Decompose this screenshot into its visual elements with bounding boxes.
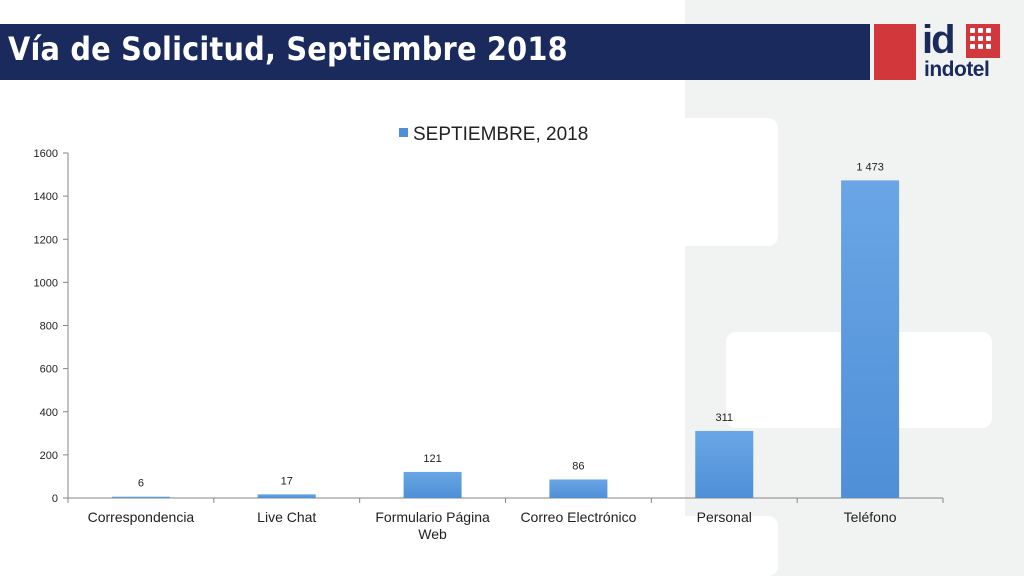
bar [549, 479, 608, 498]
y-tick-label: 1400 [34, 191, 58, 203]
data-label: 6 [138, 478, 144, 490]
y-tick-label: 400 [40, 407, 58, 419]
background-card [620, 118, 778, 246]
x-tick-label: Correo Electrónico [520, 509, 636, 525]
logo-mark: id [922, 18, 956, 62]
bar [257, 494, 316, 498]
y-tick-label: 800 [40, 321, 58, 333]
data-label: 121 [423, 453, 441, 465]
legend-swatch [399, 128, 408, 137]
x-tick-label: Correspondencia [88, 509, 195, 525]
legend-label: SEPTIEMBRE, 2018 [413, 124, 588, 145]
bar [695, 430, 754, 498]
bar [841, 180, 900, 498]
y-tick-label: 200 [40, 450, 58, 462]
x-tick-label: Personal [697, 509, 752, 525]
y-tick-label: 1000 [34, 277, 58, 289]
logo-name: indotel [924, 58, 990, 81]
slide-title: Vía de Solicitud, Septiembre 2018 [8, 30, 568, 68]
y-tick-label: 0 [52, 493, 58, 505]
data-label: 1 473 [856, 161, 884, 173]
y-tick-label: 600 [40, 364, 58, 376]
x-tick-label: Teléfono [844, 509, 897, 525]
background-card [620, 516, 778, 576]
y-tick-label: 1600 [34, 148, 58, 160]
x-tick-label: Formulario Página Web [375, 509, 490, 542]
title-bar [0, 24, 870, 80]
y-tick-label: 1200 [34, 234, 58, 246]
data-label: 311 [715, 412, 733, 424]
x-tick-label: Live Chat [257, 509, 316, 525]
bar [111, 496, 170, 498]
logo-grid-icon [966, 24, 1000, 58]
data-label: 17 [281, 475, 293, 487]
data-label: 86 [572, 460, 584, 472]
bar [403, 471, 462, 498]
logo-red-block [874, 24, 916, 80]
